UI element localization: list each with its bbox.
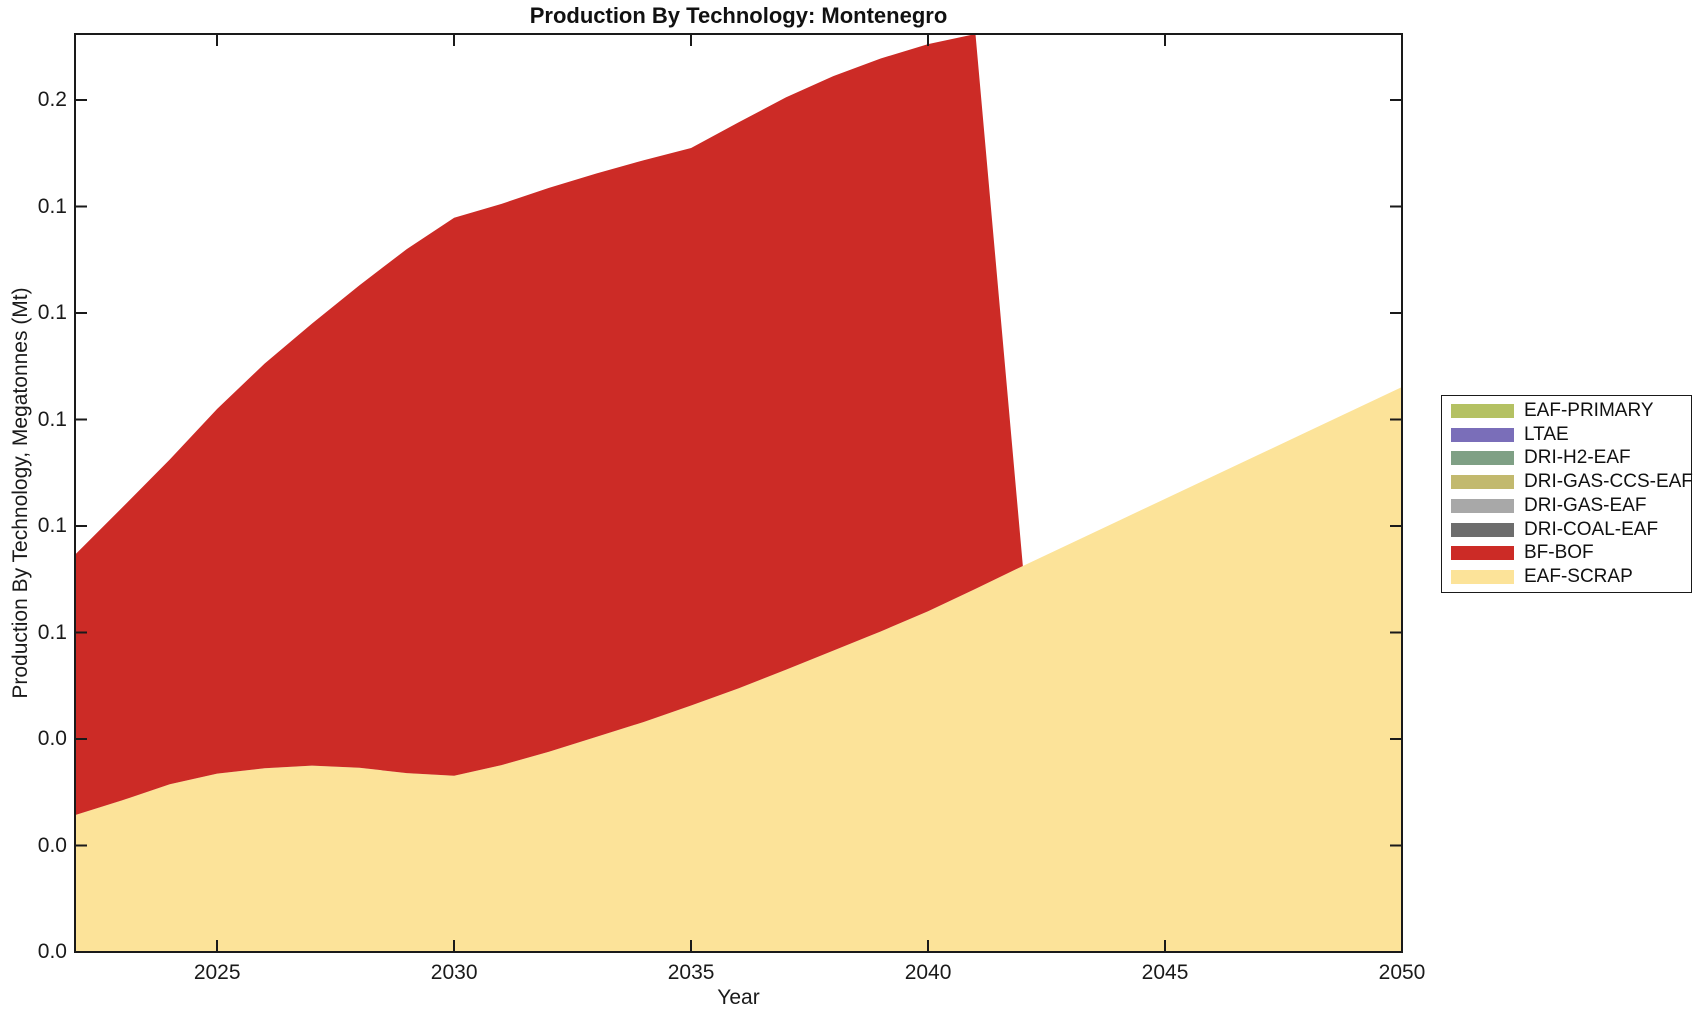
- y-tick-label: 0.1: [37, 514, 67, 537]
- y-tick-label: 0.1: [37, 620, 67, 644]
- legend-swatch-icon: [1451, 403, 1514, 418]
- legend-label: DRI-GAS-CCS-EAF: [1524, 471, 1693, 493]
- legend-item-dri-coal-eaf: DRI-COAL-EAF: [1442, 519, 1691, 541]
- x-axis-label: Year: [717, 986, 760, 1009]
- legend-label: LTAE: [1524, 423, 1569, 445]
- x-tick-label: 2025: [193, 961, 241, 984]
- area-bf-bof: [75, 34, 1402, 816]
- legend-item-eaf-scrap: EAF-SCRAP: [1442, 566, 1691, 588]
- legend-swatch-icon: [1451, 546, 1514, 561]
- legend-label: BF-BOF: [1524, 542, 1594, 564]
- legend-item-dri-gas-eaf: DRI-GAS-EAF: [1442, 495, 1691, 517]
- legend-label: DRI-GAS-EAF: [1524, 494, 1647, 516]
- legend: EAF-PRIMARY LTAE DRI-H2-EAF DRI-GAS-CCS-EAF…: [1441, 395, 1693, 593]
- legend-swatch-icon: [1451, 451, 1514, 466]
- legend-label: EAF-SCRAP: [1524, 566, 1633, 588]
- y-tick-label: 0.2: [37, 88, 67, 112]
- legend-label: EAF-PRIMARY: [1524, 399, 1654, 421]
- x-tick-label: 2050: [1378, 961, 1426, 984]
- legend-item-dri-gas-ccs-eaf: DRI-GAS-CCS-EAF: [1442, 471, 1693, 493]
- area-series-group: [75, 34, 1402, 952]
- y-tick-label: 0.1: [37, 194, 67, 218]
- y-tick-label: 0.1: [37, 407, 67, 431]
- legend-label: DRI-H2-EAF: [1524, 447, 1631, 469]
- y-tick-label: 0.0: [37, 727, 67, 750]
- legend-swatch-icon: [1451, 570, 1514, 585]
- legend-swatch-icon: [1451, 498, 1514, 513]
- x-tick-label: 2030: [430, 961, 478, 984]
- legend-swatch-icon: [1451, 475, 1514, 490]
- legend-label: DRI-COAL-EAF: [1524, 518, 1659, 540]
- y-tick-label: 0.0: [37, 940, 67, 963]
- legend-item-bf-bof: BF-BOF: [1442, 542, 1691, 564]
- axes-box: [74, 33, 1403, 953]
- area-eaf-scrap: [75, 387, 1402, 952]
- x-tick-label: 2035: [667, 961, 715, 984]
- legend-swatch-icon: [1451, 427, 1514, 442]
- legend-item-dri-h2-eaf: DRI-H2-EAF: [1442, 447, 1691, 469]
- y-tick-label: 0.0: [37, 833, 67, 857]
- x-tick-label: 2040: [904, 961, 952, 984]
- x-tick-label: 2045: [1141, 961, 1189, 984]
- legend-item-ltae: LTAE: [1442, 424, 1691, 446]
- y-tick-label: 0.1: [37, 301, 67, 325]
- legend-item-eaf-primary: EAF-PRIMARY: [1442, 400, 1691, 422]
- legend-swatch-icon: [1451, 522, 1514, 537]
- chart-title: Production By Technology: Montenegro: [529, 3, 948, 28]
